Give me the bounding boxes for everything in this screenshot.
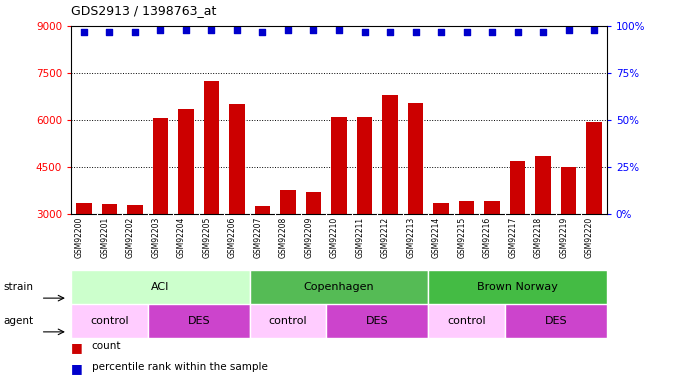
Text: GDS2913 / 1398763_at: GDS2913 / 1398763_at bbox=[71, 4, 216, 17]
Bar bbox=[484, 201, 500, 308]
Text: GSM92200: GSM92200 bbox=[75, 216, 84, 258]
Text: GSM92212: GSM92212 bbox=[381, 216, 390, 258]
Bar bbox=[536, 156, 551, 308]
Point bbox=[359, 29, 370, 35]
Text: GSM92215: GSM92215 bbox=[458, 216, 466, 258]
Bar bbox=[561, 167, 576, 308]
Text: strain: strain bbox=[3, 282, 33, 292]
Text: GSM92220: GSM92220 bbox=[585, 216, 594, 258]
Text: GSM92205: GSM92205 bbox=[203, 216, 212, 258]
Text: GSM92204: GSM92204 bbox=[177, 216, 186, 258]
Point bbox=[308, 27, 319, 33]
Text: GSM92206: GSM92206 bbox=[228, 216, 237, 258]
Point bbox=[283, 27, 294, 33]
Point bbox=[79, 29, 89, 35]
Bar bbox=[586, 122, 601, 308]
Point bbox=[232, 27, 243, 33]
Text: control: control bbox=[90, 316, 129, 326]
Point bbox=[384, 29, 395, 35]
Point bbox=[589, 27, 599, 33]
Text: ■: ■ bbox=[71, 362, 83, 375]
Text: DES: DES bbox=[187, 316, 210, 326]
Point bbox=[180, 27, 191, 33]
Bar bbox=[357, 117, 372, 308]
Text: GSM92219: GSM92219 bbox=[559, 216, 569, 258]
Text: control: control bbox=[268, 316, 307, 326]
Text: Copenhagen: Copenhagen bbox=[304, 282, 374, 292]
Point bbox=[487, 29, 498, 35]
Text: percentile rank within the sample: percentile rank within the sample bbox=[92, 362, 267, 372]
Bar bbox=[127, 205, 142, 308]
Bar bbox=[428, 304, 505, 338]
Point bbox=[563, 27, 574, 33]
Bar bbox=[229, 104, 245, 308]
Text: GSM92216: GSM92216 bbox=[483, 216, 492, 258]
Bar bbox=[332, 117, 346, 308]
Text: GSM92213: GSM92213 bbox=[407, 216, 416, 258]
Text: Brown Norway: Brown Norway bbox=[477, 282, 558, 292]
Point bbox=[334, 27, 344, 33]
Point bbox=[410, 29, 421, 35]
Point bbox=[435, 29, 446, 35]
Text: GSM92209: GSM92209 bbox=[304, 216, 313, 258]
Point bbox=[257, 29, 268, 35]
Point bbox=[129, 29, 140, 35]
Text: count: count bbox=[92, 341, 121, 351]
Bar bbox=[280, 190, 296, 308]
Bar bbox=[459, 201, 474, 308]
Bar bbox=[408, 103, 423, 308]
Bar bbox=[71, 270, 250, 304]
Bar bbox=[148, 304, 250, 338]
Bar bbox=[306, 192, 321, 308]
Text: GSM92214: GSM92214 bbox=[432, 216, 441, 258]
Bar bbox=[433, 203, 449, 308]
Point bbox=[512, 29, 523, 35]
Bar bbox=[250, 304, 326, 338]
Text: GSM92217: GSM92217 bbox=[508, 216, 517, 258]
Bar bbox=[204, 81, 219, 308]
Bar bbox=[250, 270, 428, 304]
Text: agent: agent bbox=[3, 316, 33, 326]
Point bbox=[104, 29, 115, 35]
Text: GSM92211: GSM92211 bbox=[355, 216, 365, 258]
Text: DES: DES bbox=[366, 316, 388, 326]
Text: DES: DES bbox=[544, 316, 567, 326]
Bar bbox=[77, 203, 92, 308]
Text: GSM92210: GSM92210 bbox=[330, 216, 339, 258]
Point bbox=[538, 29, 549, 35]
Bar bbox=[505, 304, 607, 338]
Text: GSM92208: GSM92208 bbox=[279, 216, 288, 258]
Bar bbox=[178, 109, 194, 307]
Text: GSM92201: GSM92201 bbox=[100, 216, 109, 258]
Text: control: control bbox=[447, 316, 486, 326]
Point bbox=[206, 27, 217, 33]
Bar bbox=[71, 304, 148, 338]
Bar bbox=[102, 204, 117, 308]
Bar bbox=[326, 304, 428, 338]
Point bbox=[461, 29, 472, 35]
Text: ■: ■ bbox=[71, 341, 83, 354]
Text: GSM92203: GSM92203 bbox=[151, 216, 161, 258]
Point bbox=[155, 27, 166, 33]
Text: GSM92218: GSM92218 bbox=[534, 216, 543, 258]
Bar bbox=[255, 206, 270, 308]
Bar bbox=[510, 160, 525, 308]
Bar bbox=[382, 95, 398, 308]
Bar bbox=[428, 270, 607, 304]
Text: ACI: ACI bbox=[151, 282, 170, 292]
Text: GSM92207: GSM92207 bbox=[254, 216, 262, 258]
Bar bbox=[153, 118, 168, 308]
Text: GSM92202: GSM92202 bbox=[126, 216, 135, 258]
